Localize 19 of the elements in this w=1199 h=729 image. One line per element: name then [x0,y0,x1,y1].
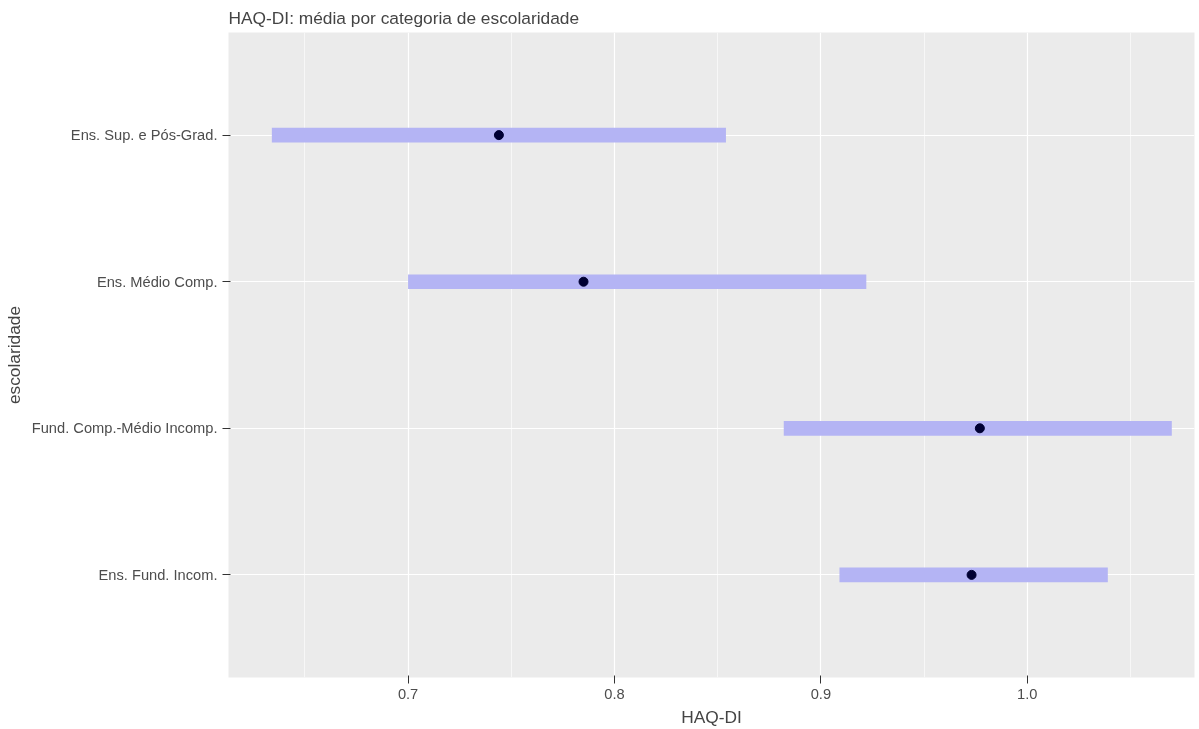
x-tick-label: 0.9 [810,685,832,702]
y-tick-label: Ens. Fund. Incom. [98,566,218,583]
chart-title: HAQ-DI: média por categoria de escolaridade [228,7,580,28]
point [966,569,977,580]
x-tick-label: 0.7 [397,685,419,702]
bar [408,274,867,290]
x-tick-label: 1.0 [1017,685,1038,702]
bar [839,567,1108,583]
y-tick-label: Ens. Médio Comp. [96,273,218,290]
x-axis-title: HAQ-DI [681,706,742,727]
bar [271,127,726,143]
x-tick-label: 0.8 [604,685,625,702]
point [974,423,985,434]
y-tick-label: Fund. Comp.-Médio Incomp. [31,420,218,437]
y-tick-label: Ens. Sup. e Pós-Grad. [70,127,218,144]
point [493,130,504,141]
point [578,276,589,287]
y-axis-title: escolaridade [3,305,24,405]
bar [783,420,1172,436]
